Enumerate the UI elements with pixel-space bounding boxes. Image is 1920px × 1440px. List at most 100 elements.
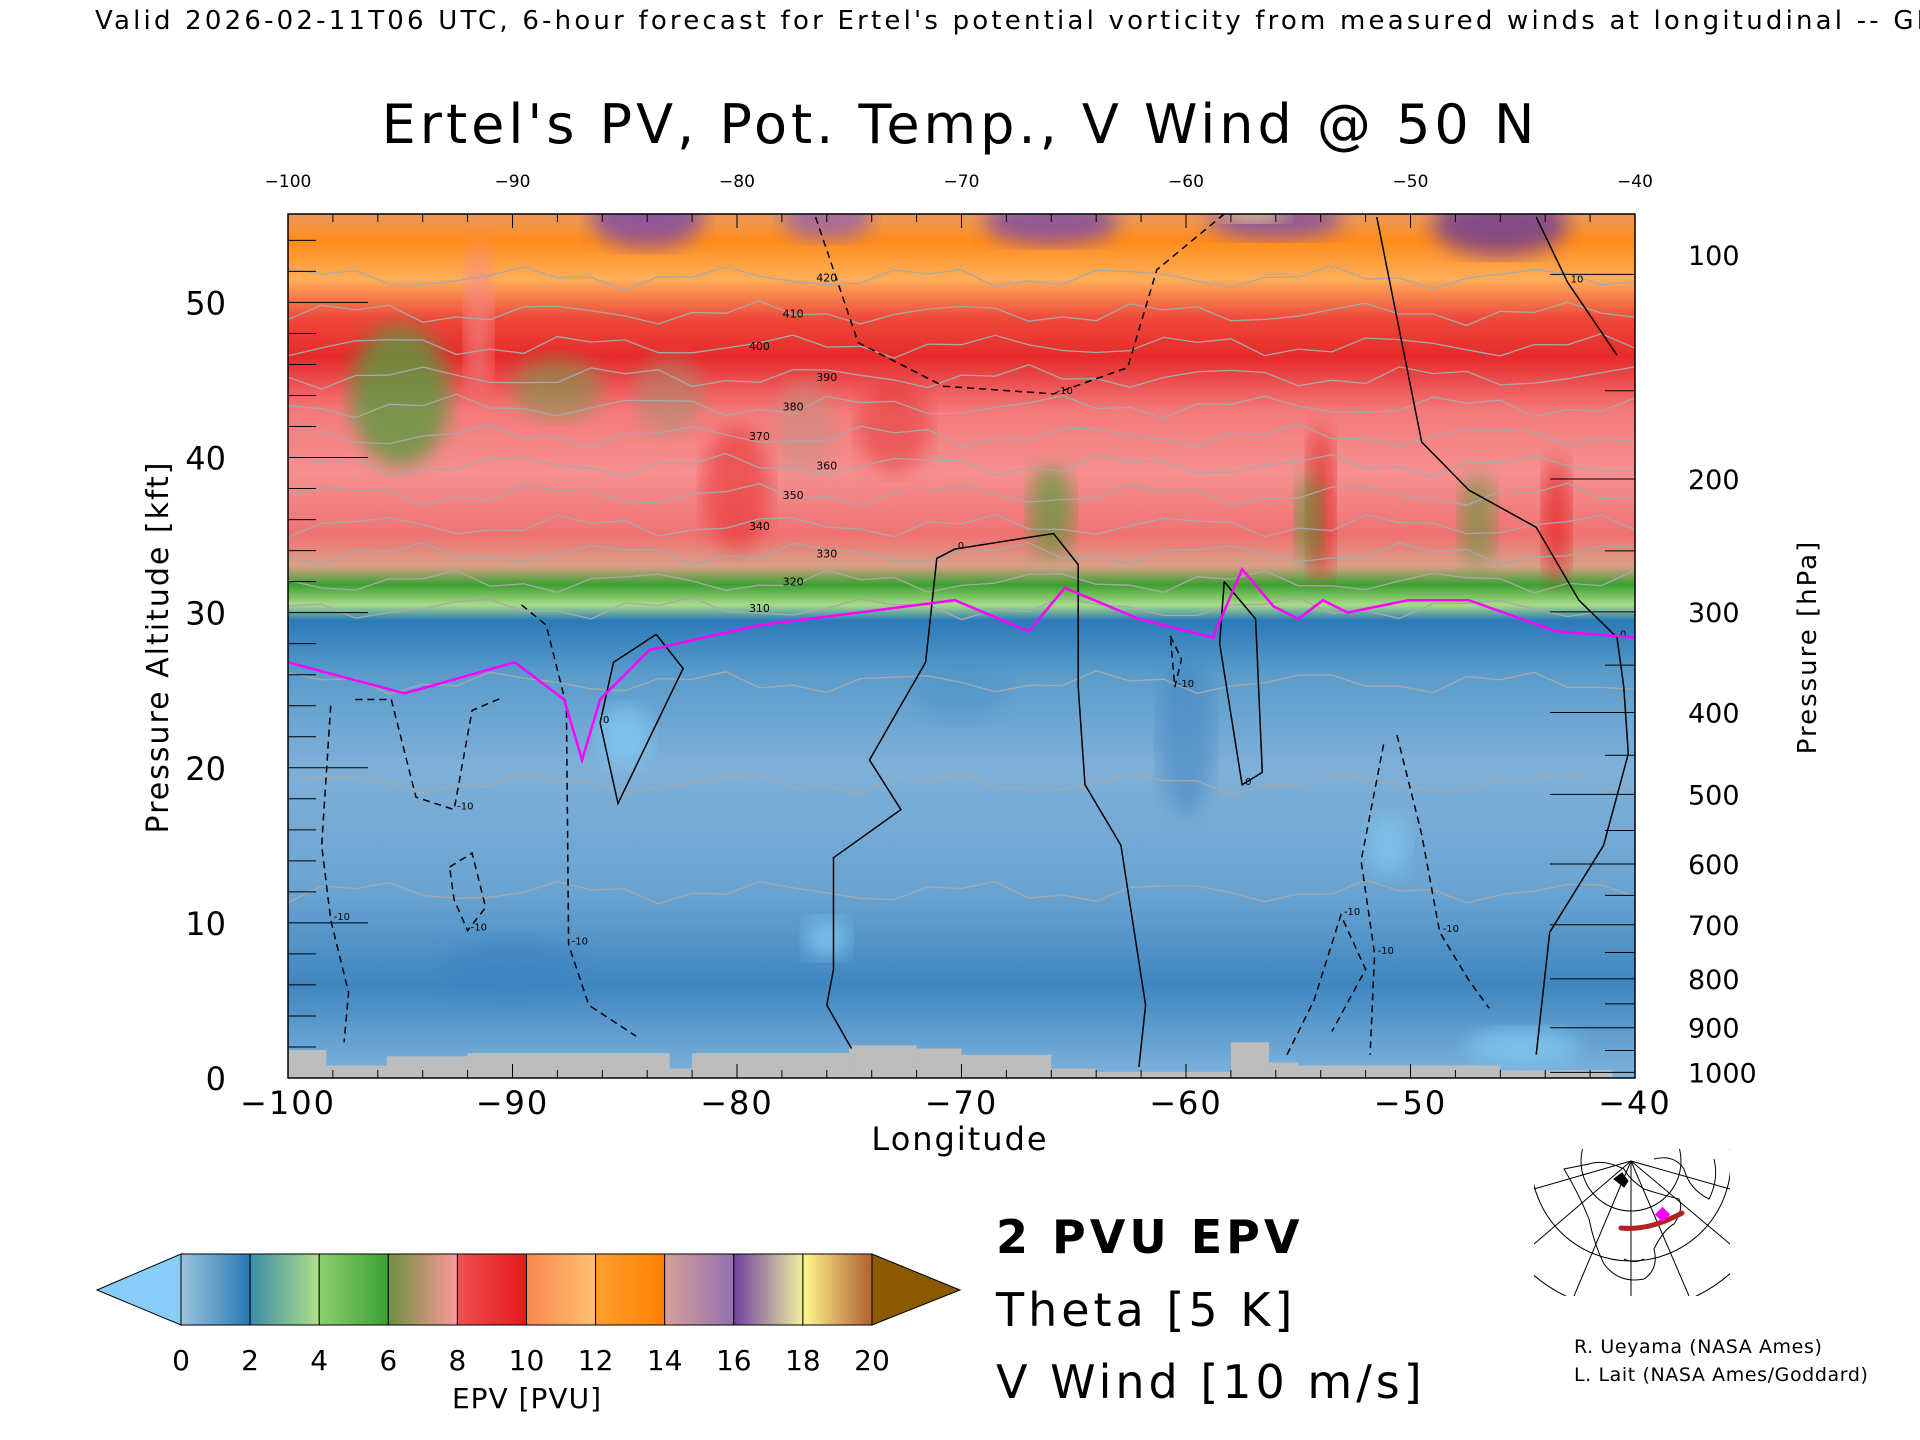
wind-contour-label: -10	[1178, 679, 1194, 690]
theta-contour-370	[288, 423, 1635, 449]
epv-feature	[465, 240, 493, 396]
theta-contour-340	[288, 513, 1635, 538]
colorbar-bin	[318, 1253, 389, 1326]
epv-feature	[591, 214, 704, 249]
theta-contour-380	[288, 393, 1635, 420]
theta-contour-410	[288, 300, 1635, 327]
pressure-tick-label: 700	[1688, 911, 1740, 942]
wind-contour-label: 0	[1245, 777, 1251, 788]
wind-contour-label: 0	[958, 541, 964, 552]
colorbar-over-triangle	[871, 1253, 962, 1326]
theta-label: 350	[783, 489, 804, 502]
theta-label: 360	[816, 459, 837, 472]
y-tick-label: 10	[185, 905, 226, 943]
y-axis-left-title: Pressure Altitude [kft]	[141, 461, 176, 834]
y-axis-left-labels: 0 10 20 30 40 50	[185, 284, 226, 1098]
wind-contour	[599, 633, 684, 806]
theta-contour-300	[288, 670, 1635, 695]
terrain-block	[326, 1065, 387, 1078]
theta-contour-400	[288, 333, 1635, 359]
terrain-block	[1500, 1070, 1613, 1078]
pressure-tick-label: 400	[1688, 698, 1740, 729]
legend-theta: Theta [5 K]	[995, 1283, 1296, 1337]
theta-contour-310	[288, 596, 1635, 621]
theta-label: 390	[816, 371, 837, 384]
x-tick-label: −50	[1374, 1084, 1448, 1122]
wind-contour-label: -10	[471, 923, 487, 934]
theta-label: 400	[749, 340, 770, 353]
epv-feature	[1220, 214, 1287, 222]
x-axis-title: Longitude	[871, 1120, 1048, 1158]
terrain-block	[849, 1045, 917, 1078]
wind-contours: 0 0 10 0 0 -10 -10 -10 -10 -10 -10 -10 -10 -10	[320, 214, 1630, 1068]
colorbar-tick-label: 10	[509, 1344, 545, 1377]
valid-time-header: Valid 2026-02-11T06 UTC, 6-hour forecast…	[95, 6, 1920, 36]
wind-contour	[1286, 913, 1367, 1056]
wind-contour-label: -10	[1057, 386, 1073, 397]
terrain-block	[1269, 1062, 1299, 1078]
epv-feature	[781, 214, 872, 241]
theta-label: 320	[783, 576, 804, 589]
epv-feature	[350, 325, 450, 466]
terrain-block	[1230, 1042, 1270, 1078]
x-tick-label: −40	[1598, 1084, 1672, 1122]
wind-contour-label: 0	[603, 715, 609, 726]
x-tick-label: −100	[240, 1084, 336, 1122]
wind-contour-label: 10	[1571, 274, 1584, 285]
credit-line-1: R. Ueyama (NASA Ames)	[1574, 1336, 1822, 1358]
wind-contour	[448, 851, 487, 933]
epv-feature	[916, 659, 1007, 722]
colorbar-tick-label: 4	[310, 1344, 328, 1377]
theta-label: 410	[783, 307, 804, 320]
wind-contour	[1535, 216, 1618, 356]
epv-feature	[597, 705, 652, 768]
theta-contour-360	[288, 452, 1635, 478]
terrain-block	[692, 1053, 850, 1078]
y-tick-label: 30	[185, 595, 226, 633]
x-tick-label: −60	[1149, 1084, 1223, 1122]
epv-feature	[775, 379, 834, 474]
wind-contour-label: -10	[1378, 946, 1394, 957]
terrain-block	[916, 1048, 962, 1078]
theta-contour-320	[288, 569, 1635, 594]
colorbar-tick-label: 16	[716, 1344, 752, 1377]
legend-wind: V Wind [10 m/s]	[996, 1355, 1426, 1409]
pressure-tick-label: 1000	[1688, 1058, 1757, 1089]
terrain-block	[669, 1068, 693, 1078]
colorbar-tick-label: 0	[172, 1344, 190, 1377]
theta-label: 370	[749, 430, 770, 443]
legend: 2 PVU EPV Theta [5 K] V Wind [10 m/s]	[995, 1210, 1426, 1409]
y-tick-label: 40	[185, 440, 226, 478]
theta-label: 340	[749, 520, 770, 533]
pressure-tick-label: 800	[1688, 965, 1740, 996]
theta-contour-330	[288, 542, 1635, 566]
colorbar-tick-label: 14	[647, 1344, 683, 1377]
colorbar-bin	[526, 1253, 597, 1326]
epv-feature	[983, 214, 1119, 246]
pressure-tick-label: 900	[1688, 1014, 1740, 1045]
wind-contour	[1218, 581, 1264, 787]
epv-feature	[1432, 214, 1568, 256]
colorbar-title: EPV [PVU]	[452, 1382, 602, 1415]
terrain-block	[961, 1054, 1052, 1078]
theta-contour-280	[288, 879, 1635, 905]
colorbar-bin	[664, 1253, 735, 1326]
epv-feature	[635, 356, 704, 435]
wind-contour	[355, 697, 502, 811]
wind-contour	[1376, 216, 1630, 1055]
epv-feature	[858, 379, 931, 474]
chart-title: Ertel's PV, Pot. Temp., V Wind @ 50 N	[382, 93, 1539, 156]
colorbar-tick-label: 6	[379, 1344, 397, 1377]
epv-feature	[804, 918, 850, 959]
terrain	[288, 1042, 1613, 1078]
wind-contour	[826, 532, 1147, 1068]
y-axis-right-title: Pressure [hPa]	[1793, 540, 1823, 755]
x-tick-label: −90	[476, 1084, 550, 1122]
epv-field-features	[350, 214, 1579, 1066]
wind-contour-label: -10	[1344, 907, 1360, 918]
x-tick-label-top: −40	[1617, 172, 1653, 192]
colorbar: 0 2 4 6 8 10 12 14 16 18 20 EPV [PVU]	[95, 1253, 962, 1415]
wind-contour	[521, 604, 637, 1037]
pressure-tick-label: 100	[1688, 241, 1740, 272]
x-tick-label-top: −100	[265, 172, 312, 192]
